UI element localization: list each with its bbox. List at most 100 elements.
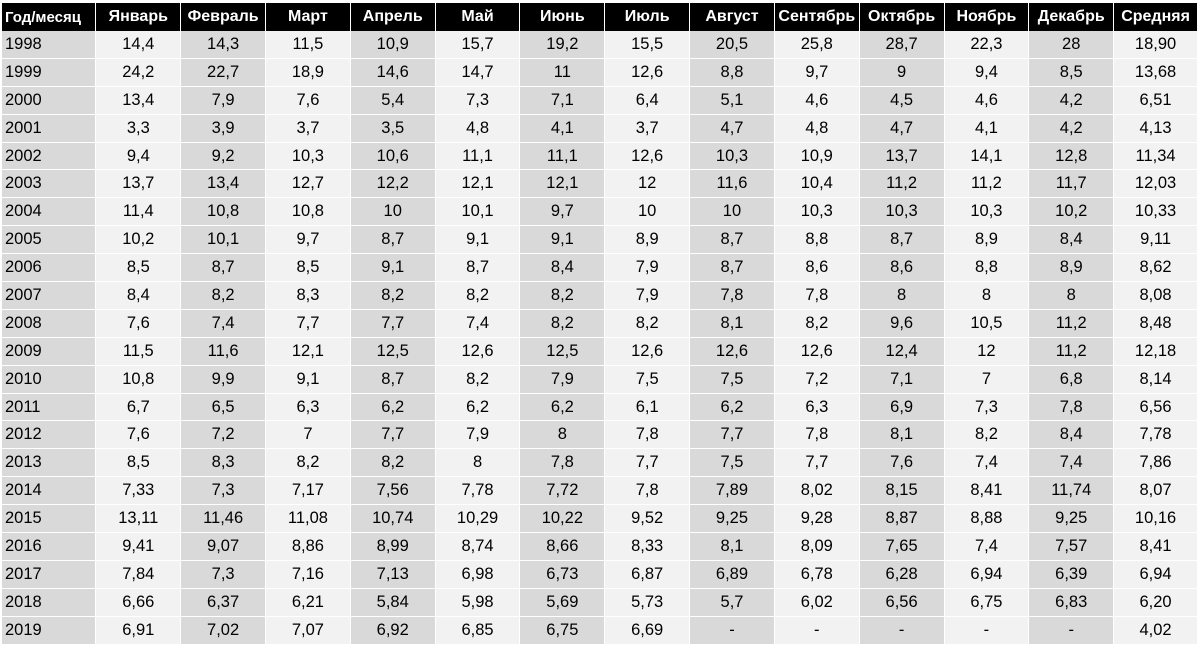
value-cell: 7,2: [774, 365, 860, 394]
value-cell: 8,66: [519, 532, 606, 561]
value-cell: 7,3: [180, 560, 267, 589]
value-cell: 7,57: [1028, 532, 1115, 561]
value-cell: 9,25: [1028, 504, 1115, 534]
value-cell: 6,78: [774, 560, 860, 589]
value-cell: 10,6: [350, 142, 436, 171]
year-cell: 2007: [2, 281, 97, 310]
value-cell: 7,6: [859, 448, 945, 478]
value-cell: 4,2: [1028, 114, 1115, 143]
value-cell: 9,1: [265, 365, 351, 394]
value-cell: 7,7: [350, 309, 436, 338]
value-cell: 8: [859, 281, 945, 310]
value-cell: 3,5: [350, 114, 436, 143]
value-cell: 6,75: [944, 588, 1030, 617]
year-cell: 2004: [2, 197, 97, 227]
value-cell: 12,4: [859, 337, 945, 366]
value-cell: 3,7: [265, 114, 351, 143]
value-cell: 8,6: [774, 253, 860, 283]
value-cell: 8,9: [1028, 253, 1115, 283]
value-cell: 12,7: [265, 169, 351, 199]
value-cell: 10,8: [180, 197, 267, 227]
value-cell: 6,21: [265, 588, 351, 617]
value-cell: 12,1: [265, 337, 351, 366]
value-cell: 6,75: [519, 616, 606, 645]
value-cell: 11,08: [265, 504, 351, 534]
value-cell: 8,3: [180, 448, 267, 478]
average-cell: 6,94: [1113, 560, 1198, 589]
value-cell: 7,2: [180, 420, 267, 450]
column-header-year-month: Год/месяц: [2, 3, 97, 31]
value-cell: 9,7: [774, 58, 860, 87]
value-cell: 6,87: [604, 560, 691, 589]
value-cell: 11,74: [1028, 476, 1115, 506]
value-cell: 9,4: [944, 58, 1030, 87]
value-cell: 7,9: [519, 365, 606, 394]
value-cell: 10,2: [95, 225, 182, 255]
value-cell: 13,7: [859, 142, 945, 171]
value-cell: 11,7: [1028, 169, 1115, 199]
value-cell: 8,5: [95, 253, 182, 283]
value-cell: 25,8: [774, 31, 860, 59]
table-row: 2009 11,5 11,6 12,1 12,5 12,6 12,5 12,6 12,6 12,6…: [2, 337, 1198, 366]
value-cell: 10,9: [774, 142, 860, 171]
value-cell: 8,2: [519, 309, 606, 338]
year-cell: 2016: [2, 532, 97, 561]
value-cell: 9,7: [265, 225, 351, 255]
value-cell: -: [859, 616, 945, 645]
value-cell: 12,8: [1028, 142, 1115, 171]
average-cell: 8,62: [1113, 253, 1198, 283]
value-cell: -: [944, 616, 1030, 645]
average-cell: 12,03: [1113, 169, 1198, 199]
value-cell: 8,5: [1028, 58, 1115, 87]
value-cell: 11,46: [180, 504, 267, 534]
value-cell: 12,6: [435, 337, 521, 366]
value-cell: 10,8: [265, 197, 351, 227]
value-cell: 22,3: [944, 31, 1030, 59]
value-cell: 8,2: [350, 281, 436, 310]
value-cell: 8,3: [265, 281, 351, 310]
table-row: 2016 9,41 9,07 8,86 8,99 8,74 8,66 8,33 8,1 8,09 7…: [2, 532, 1198, 561]
value-cell: 7: [265, 420, 351, 450]
value-cell: -: [1028, 616, 1115, 645]
value-cell: 7,7: [604, 448, 691, 478]
table-row: 2004 11,4 10,8 10,8 10 10,1 9,7 10 10 10,3 10,3 10,…: [2, 197, 1198, 227]
value-cell: 7,07: [265, 616, 351, 645]
value-cell: 7,5: [604, 365, 691, 394]
value-cell: 8,1: [689, 309, 775, 338]
year-cell: 2000: [2, 86, 97, 115]
value-cell: 7,5: [689, 448, 775, 478]
value-cell: 14,1: [944, 142, 1030, 171]
average-cell: 4,13: [1113, 114, 1198, 143]
table-row: 1999 24,2 22,7 18,9 14,6 14,7 11 12,6 8,8 9,7 9 9,4…: [2, 58, 1198, 87]
value-cell: 8,9: [944, 225, 1030, 255]
value-cell: 8,88: [944, 504, 1030, 534]
value-cell: 7,6: [265, 86, 351, 115]
value-cell: 4,6: [774, 86, 860, 115]
value-cell: 8,02: [774, 476, 860, 506]
value-cell: 8,5: [95, 448, 182, 478]
value-cell: 14,7: [435, 58, 521, 87]
value-cell: 19,2: [519, 31, 606, 59]
value-cell: 11,6: [689, 169, 775, 199]
table-row: 2003 13,7 13,4 12,7 12,2 12,1 12,1 12 11,6 10,4 11…: [2, 169, 1198, 199]
value-cell: 10,8: [95, 365, 182, 394]
value-cell: 7,6: [95, 420, 182, 450]
value-cell: 6,73: [519, 560, 606, 589]
table-row: 2005 10,2 10,1 9,7 8,7 9,1 9,1 8,9 8,7 8,8 8,7 8,9 8…: [2, 225, 1198, 255]
average-cell: 8,48: [1113, 309, 1198, 338]
value-cell: 7,13: [350, 560, 436, 589]
value-cell: 3,9: [180, 114, 267, 143]
value-cell: 13,4: [180, 169, 267, 199]
value-cell: 5,1: [689, 86, 775, 115]
value-cell: 9,7: [519, 197, 606, 227]
value-cell: 13,7: [95, 169, 182, 199]
average-cell: 11,34: [1113, 142, 1198, 171]
value-cell: 8,1: [859, 420, 945, 450]
value-cell: 9,1: [519, 225, 606, 255]
value-cell: 9,28: [774, 504, 860, 534]
value-cell: 10,3: [859, 197, 945, 227]
value-cell: 11: [519, 58, 606, 87]
value-cell: 10,1: [435, 197, 521, 227]
year-cell: 2010: [2, 365, 97, 394]
value-cell: 7,17: [265, 476, 351, 506]
